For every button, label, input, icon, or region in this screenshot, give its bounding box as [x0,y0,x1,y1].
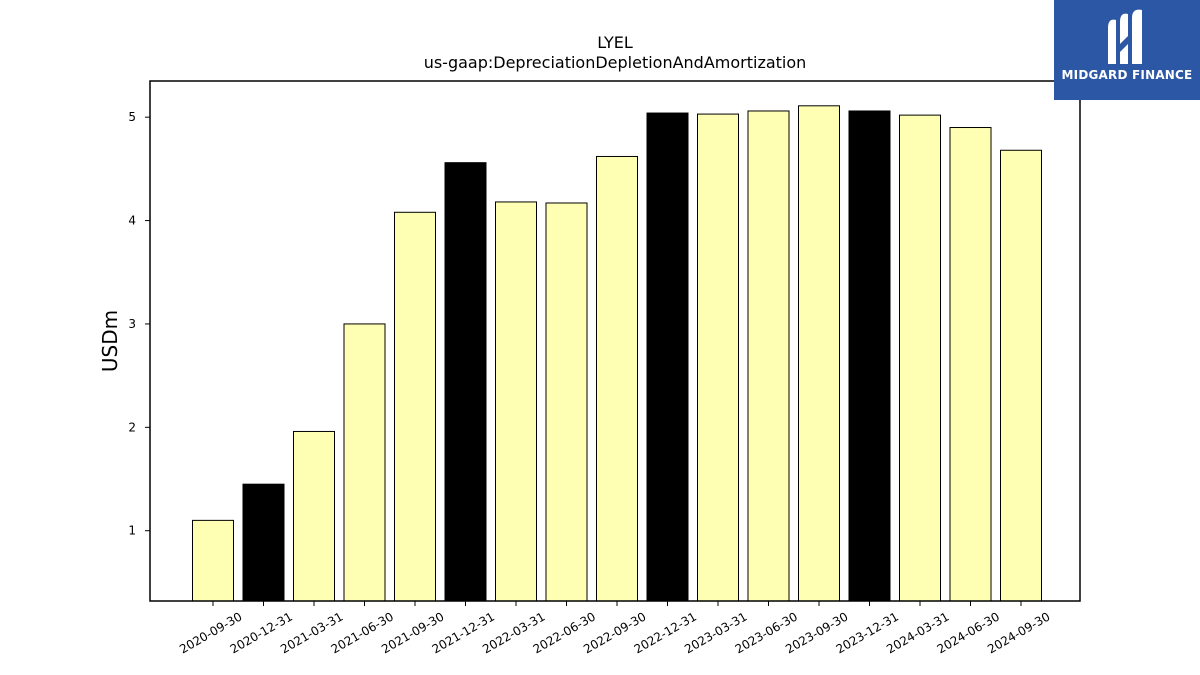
bar-2023-03-31 [697,113,739,602]
bars-group [192,105,1042,602]
midgard-m-logo-icon [1108,9,1142,64]
plot-frame [149,80,1081,602]
y-tick-label: 3 [128,317,136,331]
bar-2024-09-30 [1000,149,1042,602]
chart-subtitle: us-gaap:DepreciationDepletionAndAmortiza… [424,53,807,72]
chart-title: LYEL [597,33,633,52]
bar-2022-12-31 [646,112,689,602]
y-tick-label: 4 [128,214,136,228]
midgard-finance-logo: MIDGARD FINANCE [1054,0,1200,100]
y-tick-label: 1 [128,524,136,538]
y-axis-label: USDm [98,310,122,372]
logo-brand-text: MIDGARD FINANCE [1061,68,1193,82]
bar-2021-12-31 [444,162,487,602]
bar-2024-03-31 [899,114,941,602]
x-ticks-group: 2020-09-302020-12-312021-03-312021-06-30… [177,601,1053,656]
bar-2020-09-30 [192,519,234,602]
bar-2021-03-31 [293,430,335,602]
bar-2022-09-30 [596,155,638,602]
bar-2021-06-30 [343,323,386,602]
y-tick-label: 2 [128,420,136,434]
bar-2023-09-30 [798,105,840,602]
y-ticks-group: 1 2 3 4 5 [128,110,150,538]
bar-2024-06-30 [949,127,992,602]
bar-2022-03-31 [495,201,537,602]
bar-2021-09-30 [394,211,436,602]
bar-2020-12-31 [242,483,285,602]
y-tick-label: 5 [128,110,136,124]
bar-2023-12-31 [848,110,891,602]
bar-2022-06-30 [545,202,588,602]
bar-2023-06-30 [747,110,790,602]
